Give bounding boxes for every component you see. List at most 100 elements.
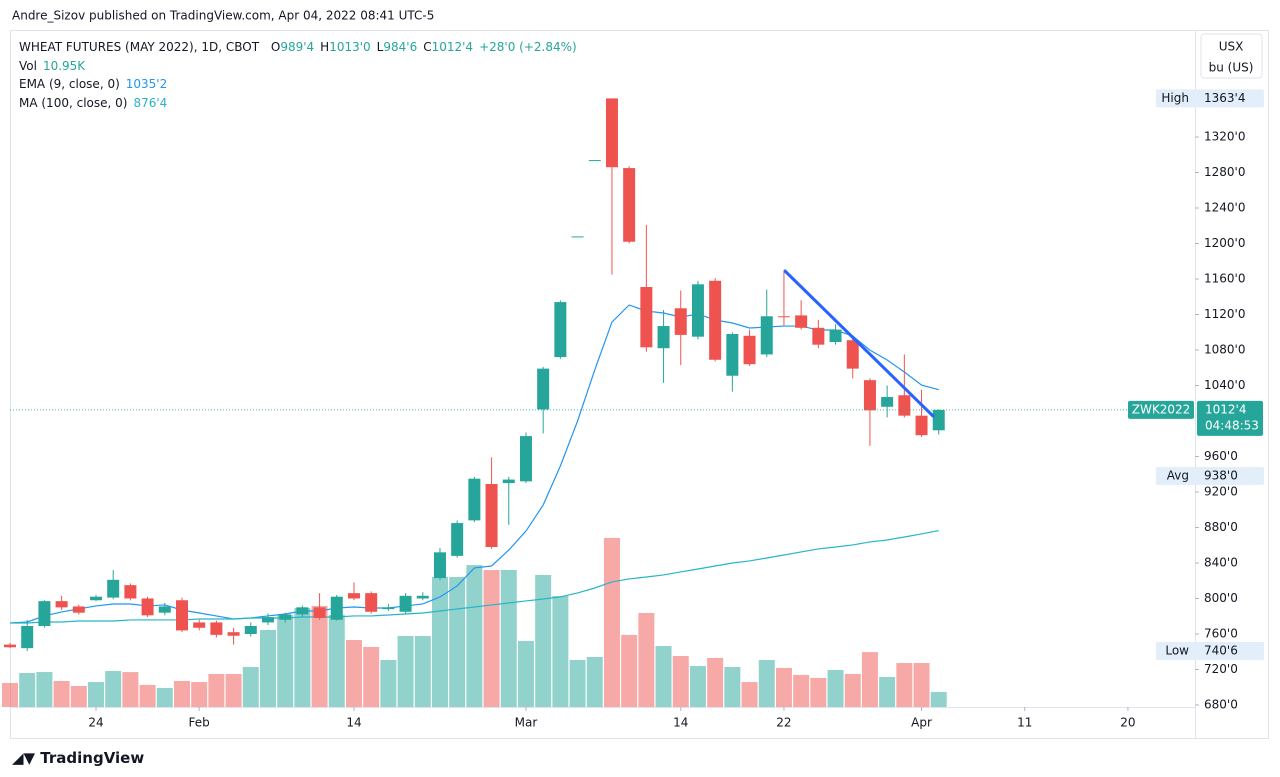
candle-body [588, 160, 601, 162]
x-tick-label: 24 [88, 716, 103, 730]
candle-body [640, 286, 653, 348]
volume-bar [345, 640, 362, 707]
indicator-value: 876'4 [133, 96, 167, 110]
change: +28'0 (+2.84%) [479, 40, 577, 54]
candle-body [571, 236, 584, 238]
candle-body [330, 596, 343, 620]
volume-bar [621, 634, 638, 707]
candle-body [898, 395, 911, 416]
volume-bar [483, 570, 500, 707]
candle-body [502, 479, 515, 484]
candle-body [726, 334, 739, 376]
y-tick-label: 720'0 [1204, 662, 1238, 676]
y-tick-label: 680'0 [1204, 697, 1238, 711]
symbol-line: WHEAT FUTURES (MAY 2022), 1D, CBOT O989'… [19, 40, 577, 54]
volume-bar [586, 656, 603, 707]
last-price-box [1197, 400, 1263, 436]
volume-bar [397, 636, 414, 707]
candle-body [485, 483, 498, 548]
candle-body [812, 327, 825, 345]
x-tick-label: 22 [776, 716, 791, 730]
y-tick-label: 840'0 [1204, 555, 1238, 569]
indicator-name: EMA (9, close, 0) [19, 77, 120, 91]
volume-bar [930, 691, 947, 707]
volume-bar [294, 607, 311, 707]
price-label-value: 938'0 [1204, 469, 1238, 483]
candle-body [881, 397, 894, 407]
y-tick-label: 1160'0 [1204, 272, 1245, 286]
last-price-value: 1012'4 [1205, 402, 1246, 416]
volume-bar [363, 646, 380, 707]
currency: USX [1219, 40, 1244, 54]
candle-body [416, 595, 429, 599]
symbol: WHEAT FUTURES (MAY 2022), 1D, CBOT [19, 40, 260, 54]
candle-body [141, 598, 154, 616]
y-tick-label: 960'0 [1204, 449, 1238, 463]
price-label-value: 1363'4 [1204, 91, 1245, 105]
volume-bar [861, 652, 878, 707]
candle-body [863, 380, 876, 411]
volume-bar [277, 614, 294, 707]
volume-bar [328, 614, 345, 707]
volume-bar [724, 666, 741, 707]
x-tick-label: Feb [189, 716, 210, 730]
indicator-value: 1035'2 [126, 77, 167, 91]
volume-bar [122, 672, 139, 707]
y-tick-label: 1080'0 [1204, 342, 1245, 356]
volume-bar [741, 682, 758, 707]
y-tick-label: 1040'0 [1204, 378, 1245, 392]
volume-bar [793, 674, 810, 707]
volume-bar [70, 686, 87, 707]
candle-body [468, 478, 481, 521]
volume-bar [173, 680, 190, 707]
volume-bar [569, 660, 586, 707]
y-tick-label: 1240'0 [1204, 201, 1245, 215]
price-label-box [1156, 467, 1264, 486]
candle-body [244, 625, 257, 634]
volume-value: 10.95K [43, 59, 86, 73]
trend-line [783, 269, 935, 418]
candle-body [743, 335, 756, 365]
ohlc-value: 984'6 [383, 40, 417, 54]
candle-body [709, 280, 722, 360]
candle-body [451, 523, 464, 556]
volume-bar [259, 630, 276, 707]
ohlc-key: O [271, 40, 280, 54]
countdown: 04:48:53 [1205, 418, 1259, 432]
candle-body [915, 415, 928, 436]
volume-bar [844, 673, 861, 707]
price-label-name: Low [1165, 644, 1189, 658]
candle-body [365, 593, 378, 612]
unit-box [1200, 33, 1263, 79]
candle-body [433, 552, 446, 579]
x-tick-label: Mar [515, 716, 538, 730]
indicator-legend: EMA (9, close, 0) 1035'2 [19, 77, 167, 91]
candle-body [21, 625, 34, 649]
candle-body [296, 607, 309, 615]
brand-logo: ◢▼ [12, 749, 40, 767]
plot [2, 98, 947, 707]
x-tick-label: 20 [1120, 716, 1135, 730]
x-tick-label: Apr [911, 716, 932, 730]
ohlc-key: L [377, 40, 384, 54]
x-tick-label: 11 [1017, 716, 1032, 730]
candle-body [107, 579, 120, 598]
volume-bar [655, 646, 672, 707]
candle-body [795, 315, 808, 328]
ohlc-key: C [423, 40, 431, 54]
volume-bar [36, 672, 53, 707]
y-tick-label: 800'0 [1204, 591, 1238, 605]
candle-body [227, 632, 240, 636]
volume-bar [53, 680, 70, 707]
volume-bar [672, 656, 689, 707]
symbol-box [1128, 400, 1194, 419]
volume-bar [87, 682, 104, 707]
candle-body [777, 316, 790, 318]
volume-bar [707, 657, 724, 707]
volume-bar [105, 670, 122, 707]
candle-body [829, 329, 842, 343]
ohlc-value: 1013'0 [329, 40, 370, 54]
candle-body [846, 340, 859, 369]
